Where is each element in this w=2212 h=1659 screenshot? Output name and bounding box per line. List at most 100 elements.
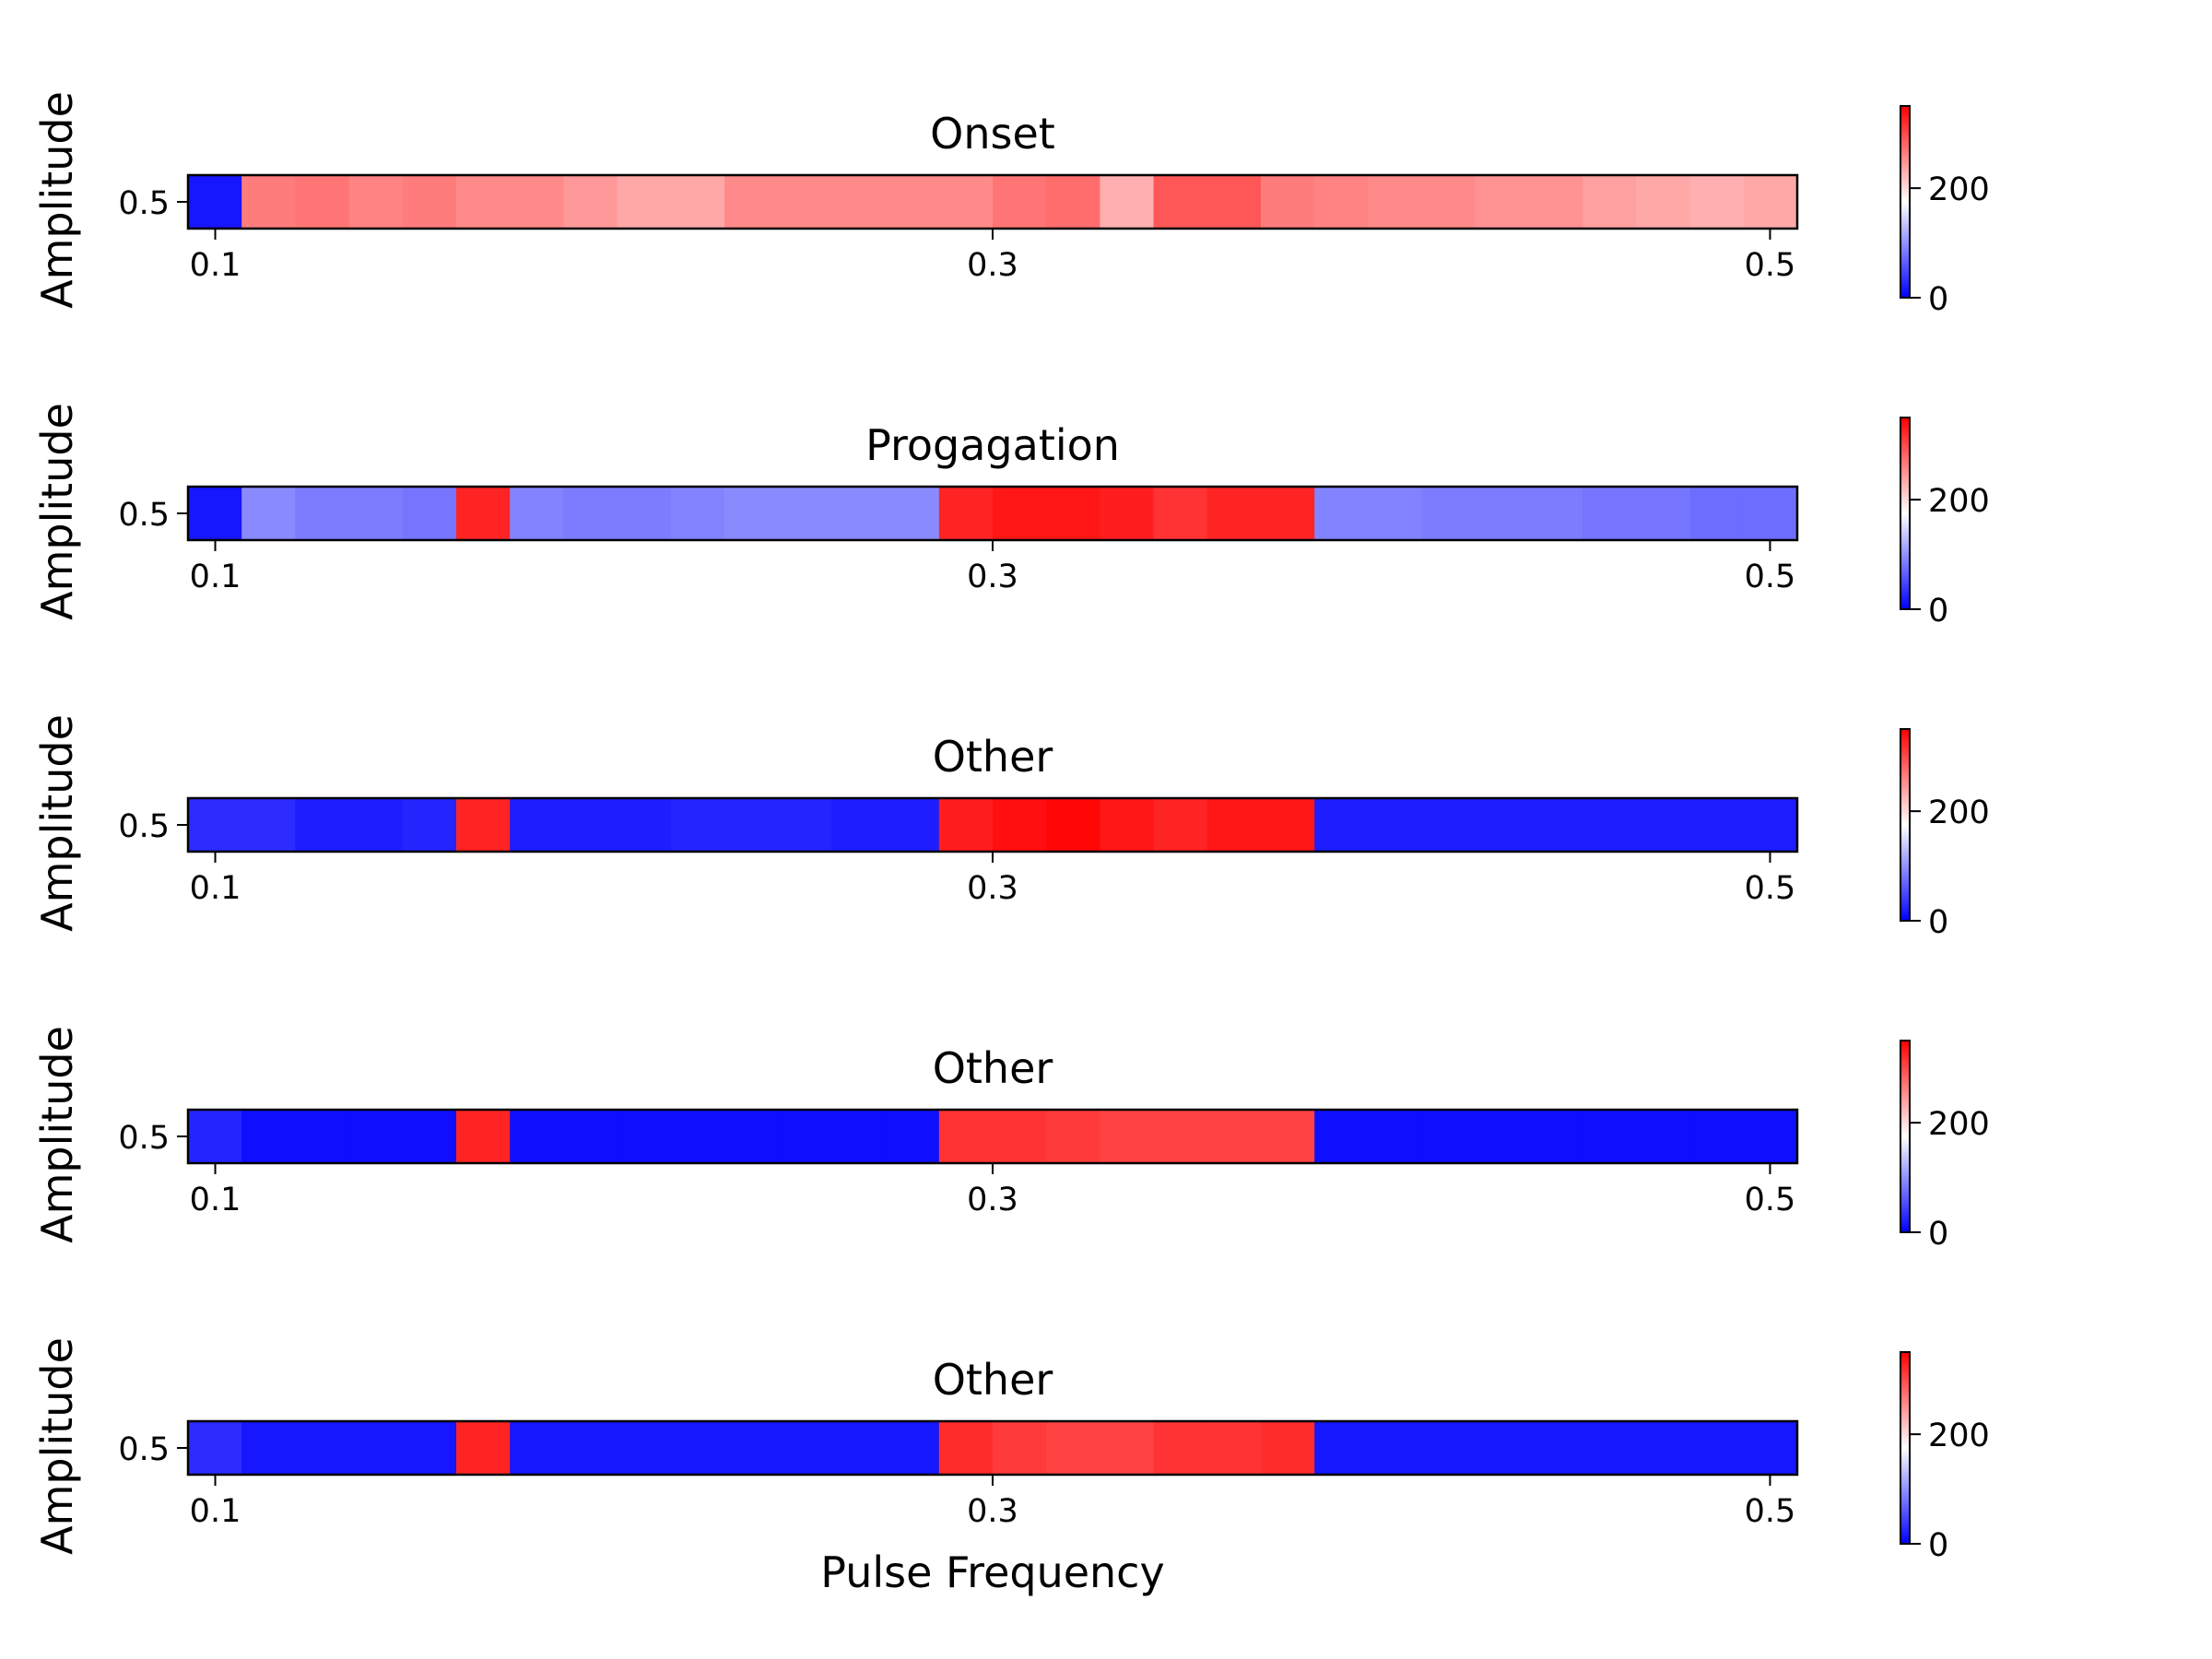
heatmap-cell [1100,487,1155,540]
heatmap-cell [1368,1110,1423,1163]
heatmap-cell [1153,487,1208,540]
heatmap-cell [617,487,672,540]
heatmap-cell [1046,798,1100,852]
colorbar-tick-label: 0 [1928,1216,1948,1253]
colorbar-gradient [1900,1352,1910,1544]
heatmap-cell [1743,487,1798,540]
heatmap-cell [1529,487,1583,540]
heatmap-cell [1421,1110,1477,1163]
subplot-title: Other [933,1355,1053,1405]
heatmap-cell [295,1421,350,1475]
heatmap-cell [670,487,725,540]
colorbar-tick-label: 200 [1928,794,1990,831]
heatmap-cell [1046,487,1100,540]
heatmap-cell [563,1421,618,1475]
heatmap-cell [1206,798,1262,852]
heatmap-cell [938,798,994,852]
heatmap-cell [402,175,457,229]
heatmap-cell [241,1421,296,1475]
heatmap-cell [402,1421,457,1475]
colorbar-tick-label: 0 [1928,281,1948,318]
heatmap-cell [1529,175,1583,229]
heatmap-cell [831,487,887,540]
heatmap-cell [1046,1421,1100,1475]
heatmap-cell [1046,1110,1100,1163]
heatmap-cell [885,1421,940,1475]
heatmap-cell [617,1110,672,1163]
heatmap-cell [1743,1421,1798,1475]
heatmap-cell [1583,175,1637,229]
heatmap-cell [993,487,1047,540]
heatmap-cell [885,1110,940,1163]
heatmap-cell [1689,1421,1745,1475]
heatmap-cell [778,175,832,229]
heatmap-cell [1475,487,1530,540]
colorbar-gradient [1900,418,1910,609]
heatmap-cell [1100,1421,1155,1475]
heatmap-cell [617,798,672,852]
heatmap-cell [510,1110,564,1163]
heatmap-cell [1261,1421,1315,1475]
heatmap-cell [1421,798,1477,852]
heatmap-cell [456,1421,511,1475]
colorbar-tick-label: 200 [1928,1106,1990,1143]
subplot-4: Other 0.5 Amplitude 0.1 0.3 0.5 0 200 [32,1026,1990,1253]
heatmap-cell [1046,175,1100,229]
subplot-5: Other 0.5 Amplitude 0.1 0.3 0.5 Pulse Frequenc… [32,1337,1990,1597]
y-axis-label: Amplitude [32,714,82,932]
heatmap-cell [1368,1421,1423,1475]
heatmap-cell [1689,1110,1745,1163]
y-axis-label: Amplitude [32,403,82,620]
heatmap-cell [402,487,457,540]
heatmap-cell [402,1110,457,1163]
heatmap-cell [724,175,779,229]
heatmap-cell [241,487,296,540]
colorbar-gradient [1900,729,1910,921]
heatmap-cell [1475,798,1530,852]
heatmap-cell [1421,487,1477,540]
heatmap-cell [724,487,779,540]
heatmap-cell [188,798,242,852]
colorbar-tick-label: 0 [1928,593,1948,629]
x-tick-label: 0.3 [967,247,1018,284]
heatmap-cell [993,175,1047,229]
heatmap-cell [456,175,511,229]
heatmap-cell [348,798,404,852]
heatmap-cell [1368,487,1423,540]
heatmap-cell [295,175,350,229]
heatmap-cell [402,798,457,852]
heatmap-cell [1636,487,1691,540]
heatmap-cell [1314,487,1369,540]
heatmap-cell [617,1421,672,1475]
heatmap-cell [1100,798,1155,852]
heatmap-cell [938,175,994,229]
heatmap-cell [724,1110,779,1163]
subplot-1: Onset 0.5 Amplitude 0.1 0.3 0.5 0 200 [32,91,1990,318]
heatmap-cell [1636,175,1691,229]
x-tick-label: 0.1 [190,870,241,907]
x-tick-label: 0.5 [1745,1493,1796,1530]
heatmap-cell [1261,175,1315,229]
y-axis-label: Amplitude [32,1337,82,1555]
heatmap-cell [993,1110,1047,1163]
heatmap-cell [1261,798,1315,852]
heatmap-cell [295,798,350,852]
heatmap-cell [670,1421,725,1475]
heatmap-cell [1583,1421,1637,1475]
subplot-title: Onset [930,109,1055,159]
heatmap-cell [1206,1110,1262,1163]
heatmap-cell [1261,1110,1315,1163]
x-tick-label: 0.5 [1745,559,1796,595]
colorbar-tick-label: 0 [1928,904,1948,941]
heatmap-cell [1636,1421,1691,1475]
heatmap-cell [563,175,618,229]
heatmap-cell [778,798,832,852]
heatmap-cell [188,1421,242,1475]
heatmap-cell [1100,1110,1155,1163]
heatmap-cell [188,175,242,229]
x-tick-label: 0.3 [967,1182,1018,1218]
heatmap-cell [885,487,940,540]
heatmap-cell [938,1110,994,1163]
